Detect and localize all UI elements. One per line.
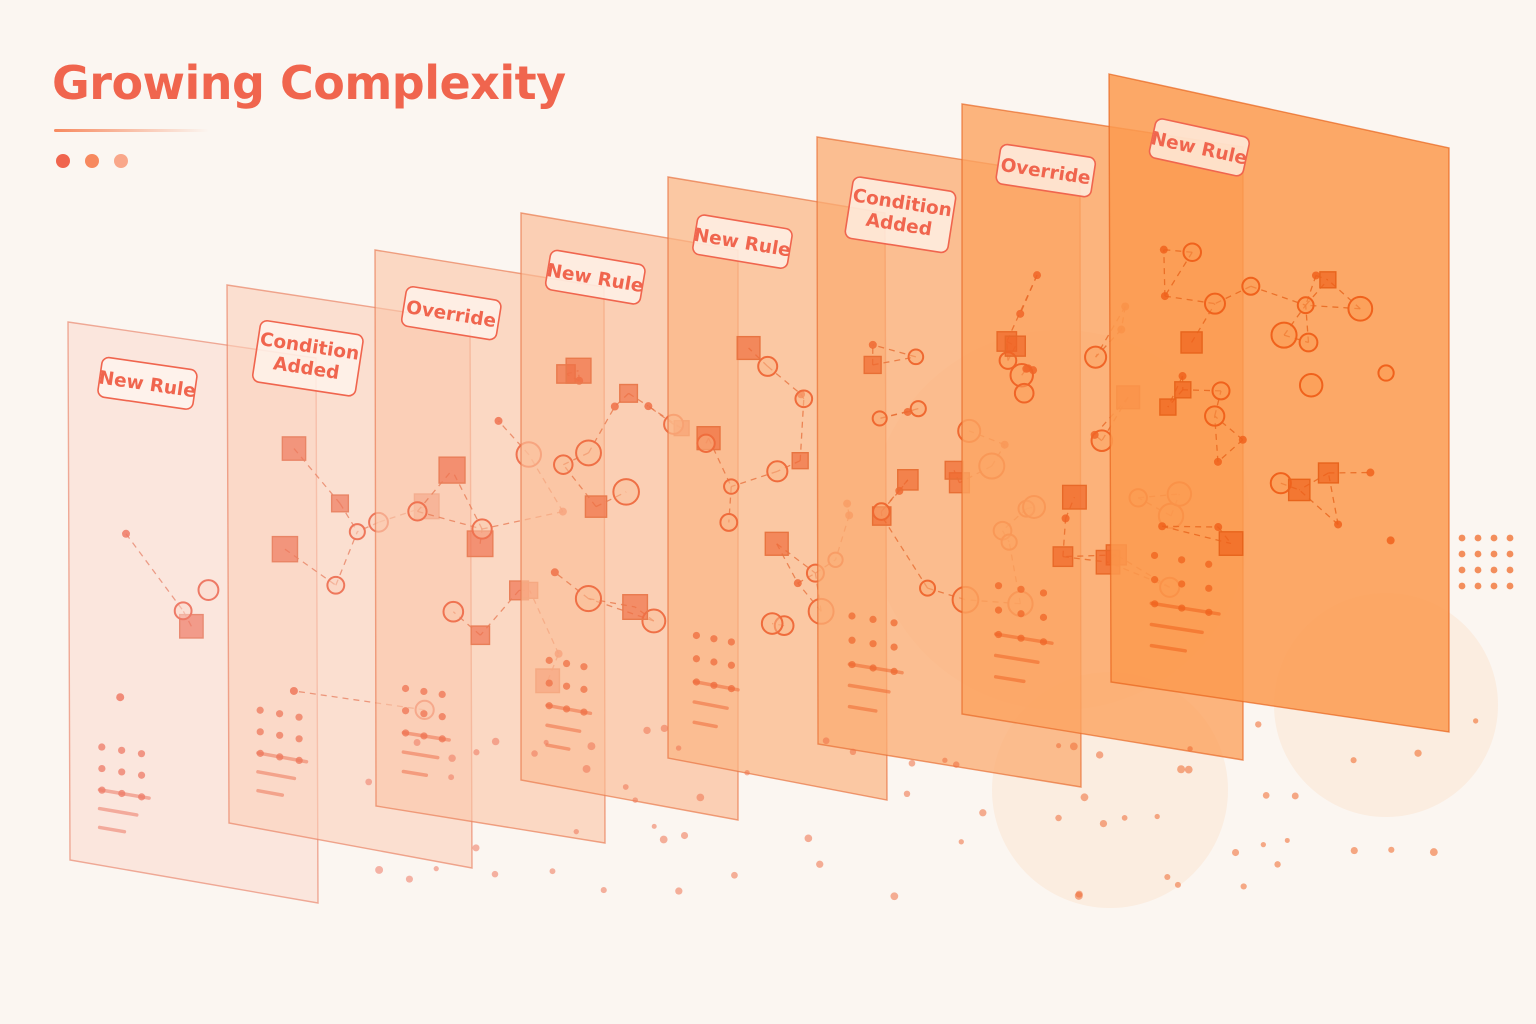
- panel-dot-grid: [1149, 551, 1221, 653]
- panel-network: [116, 529, 220, 702]
- panel-dot-grid: [847, 612, 904, 713]
- panel-dot-grid: [692, 631, 740, 729]
- title-underline: [54, 129, 209, 132]
- header-dot-3: [114, 154, 128, 168]
- panel-dot-grid: [256, 706, 309, 797]
- panel-dot-grid: [545, 656, 593, 751]
- header-dots: [56, 154, 128, 168]
- header-dot-1: [56, 154, 70, 168]
- panel-label-badge: New Rule: [692, 214, 793, 269]
- panel-8: New Rule: [1108, 73, 1450, 733]
- panel-dot-grid: [993, 582, 1054, 684]
- panel-label-badge: New Rule: [1148, 118, 1250, 177]
- panel-dot-grid: [97, 743, 151, 834]
- panel-label-badge: New Rule: [97, 356, 198, 410]
- page-title: Growing Complexity: [52, 56, 566, 110]
- panel-label-badge: Override: [995, 143, 1097, 198]
- panel-network: [1158, 242, 1395, 556]
- panel-label-badge: New Rule: [544, 249, 646, 305]
- panel-dot-grid: [401, 684, 451, 777]
- panel-label-badge: Override: [400, 285, 502, 341]
- header-dot-2: [85, 154, 99, 168]
- scattered-particles: [365, 534, 1514, 901]
